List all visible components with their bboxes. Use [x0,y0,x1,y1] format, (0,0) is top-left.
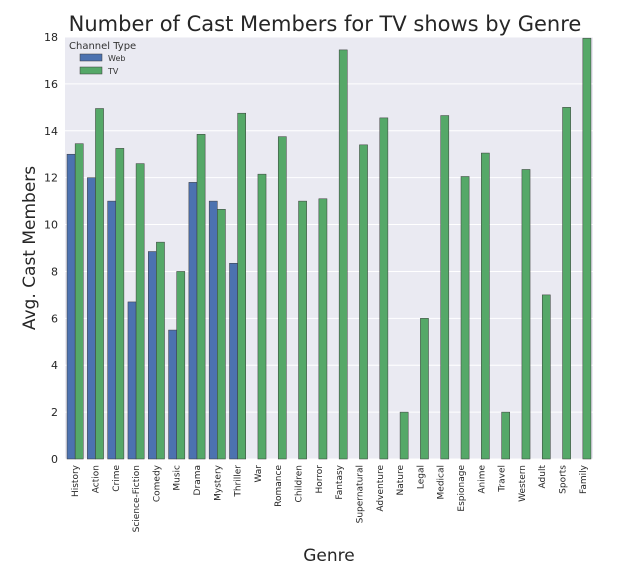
legend-swatch-web [79,53,103,62]
bar-tv-family [582,37,592,460]
y-tick-label-4: 4 [51,359,58,372]
bar-web-science-fiction [127,301,137,460]
bar-tv-war [257,173,267,460]
y-tick-label-2: 2 [51,406,58,419]
y-tick-label-18: 18 [44,31,58,44]
legend-label-web: Web [108,54,125,63]
bar-web-music [168,329,177,460]
bar-tv-anime [481,152,490,460]
x-tick-label-thriller: Thriller [234,465,244,498]
legend: Channel Type Web TV [69,41,136,76]
x-tick-label-science-fiction: Science-Fiction [132,465,142,532]
x-tick-label-war: War [254,465,264,483]
x-tick-label-medical: Medical [437,465,447,499]
bar-tv-science-fiction [135,163,145,460]
bar-tv-nature [399,411,409,460]
y-tick-label-0: 0 [51,453,58,466]
legend-label-tv: TV [107,67,119,76]
y-tick-label-10: 10 [44,219,58,232]
x-tick-label-nature: Nature [396,465,406,496]
bar-tv-adult [541,294,551,460]
bar-tv-thriller [237,112,246,460]
bar-tv-adventure [379,117,389,460]
bar-tv-supernatural [359,144,368,460]
x-tick-label-drama: Drama [193,465,203,495]
x-tick-label-adventure: Adventure [376,465,386,512]
bar-web-history [66,153,76,460]
x-tick-label-adult: Adult [538,465,548,489]
bar-web-action [87,177,96,460]
x-tick-label-espionage: Espionage [457,465,467,512]
y-tick-label-16: 16 [44,78,58,91]
x-tick-label-supernatural: Supernatural [355,465,365,523]
bar-tv-legal [420,318,429,460]
legend-title: Channel Type [69,41,136,52]
bar-web-thriller [229,262,238,460]
bar-tv-children [298,200,307,460]
bar-tv-history [74,143,84,460]
bar-web-drama [188,182,198,460]
x-tick-label-family: Family [579,464,589,494]
bar-tv-western [521,169,531,460]
bar-tv-travel [501,411,510,460]
bar-web-comedy [148,251,157,460]
x-tick-label-travel: Travel [498,465,508,493]
bar-tv-action [95,108,104,460]
bar-tv-music [176,271,186,460]
x-tick-label-children: Children [295,465,305,502]
x-tick-label-action: Action [91,465,101,493]
x-tick-label-fantasy: Fantasy [335,464,345,499]
y-tick-label-14: 14 [44,125,58,138]
y-tick-label-12: 12 [44,172,58,185]
x-tick-label-horror: Horror [315,465,325,494]
bar-tv-medical [440,115,450,460]
bar-tv-sports [562,107,571,460]
bar-tv-comedy [156,241,165,460]
x-tick-label-music: Music [173,465,183,491]
bar-tv-mystery [217,209,226,460]
x-tick-labels: History Action Crime Science-Fiction Comedy M… [71,464,589,532]
bars [66,37,592,460]
chart-title: Number of Cast Members for TV shows by G… [69,12,582,36]
x-tick-label-crime: Crime [112,465,122,492]
bar-tv-horror [318,198,328,460]
x-tick-label-history: History [71,464,81,497]
x-tick-label-romance: Romance [274,465,284,507]
bar-tv-crime [115,148,125,460]
bar-tv-fantasy [338,49,348,460]
y-tick-labels: 0 2 4 6 8 10 12 14 16 18 [44,31,58,466]
x-tick-label-sports: Sports [559,465,569,494]
bar-tv-espionage [460,176,470,460]
x-tick-label-legal: Legal [416,465,426,489]
bar-web-crime [107,200,117,460]
x-tick-label-comedy: Comedy [152,464,162,502]
y-tick-label-8: 8 [51,265,58,278]
y-axis-label: Avg. Cast Members [20,166,40,330]
x-axis-label: Genre [303,546,354,566]
bar-tv-romance [277,136,287,460]
y-tick-label-6: 6 [51,312,58,325]
bar-tv-drama [196,134,206,460]
legend-swatch-tv [79,66,103,75]
x-tick-label-western: Western [518,465,528,502]
x-tick-label-mystery: Mystery [213,464,223,501]
bar-web-mystery [208,200,218,460]
x-tick-label-anime: Anime [477,465,487,494]
